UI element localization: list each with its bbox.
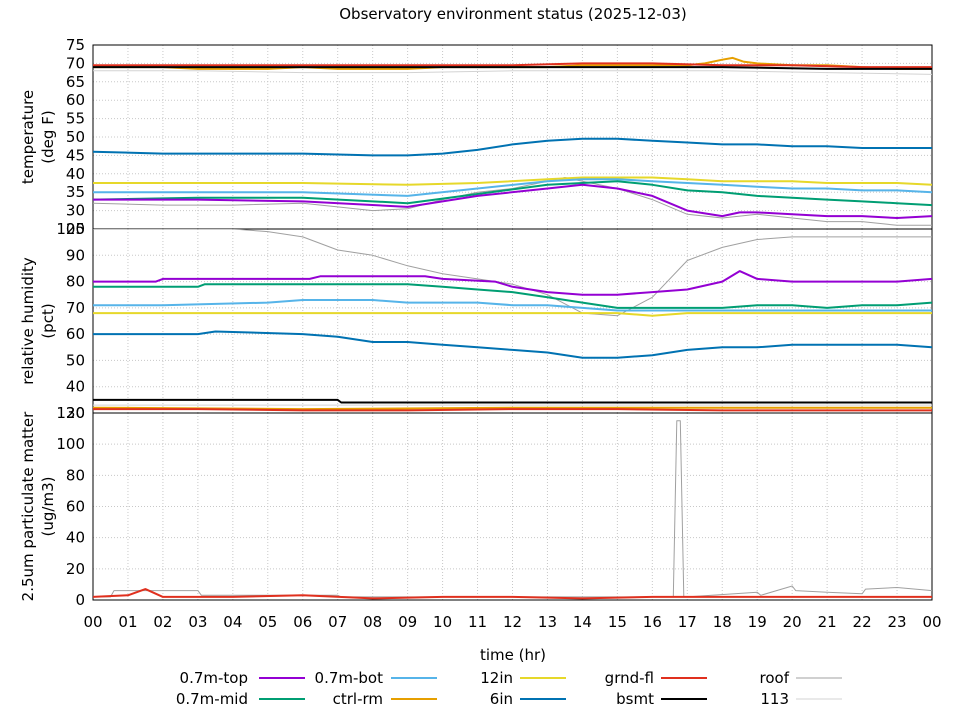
y-tick-label: 60: [66, 498, 85, 516]
series-line-0.7m-top: [93, 270, 932, 296]
series-line-0.7m-mid: [93, 283, 932, 309]
x-tick-label: 12: [503, 613, 522, 631]
x-tick-label: 18: [713, 613, 732, 631]
x-tick-label: 03: [188, 613, 207, 631]
series-line-6in: [93, 330, 932, 359]
x-axis-label: time (hr): [480, 646, 546, 664]
legend-label: bsmt: [616, 690, 654, 708]
series-line-113: [93, 70, 932, 75]
y-tick-label: 75: [66, 36, 85, 54]
y-tick-label: 25: [66, 220, 85, 238]
x-axis-ticks: 00 01 02 03 04 05 06 07 08 09 10 11 12 13 14 15 16 17 18 19…: [83, 613, 941, 631]
legend-label: 12in: [480, 669, 513, 687]
legend-label: 0.7m-bot: [315, 669, 384, 687]
series-line-bsmt: [93, 66, 932, 70]
y-tick-label: 20: [66, 560, 85, 578]
legend-label: 0.7m-top: [180, 669, 248, 687]
y-tick-label: 80: [66, 273, 85, 291]
x-tick-label: 01: [118, 613, 137, 631]
y-tick-label: 100: [56, 220, 85, 238]
y-axis-label: relative humidity (pct): [19, 257, 57, 385]
legend-label: 0.7m-mid: [176, 690, 248, 708]
x-tick-label: 08: [363, 613, 382, 631]
y-tick-label: 45: [66, 146, 85, 164]
legend-label: roof: [760, 669, 790, 687]
x-tick-label: 05: [258, 613, 277, 631]
x-tick-label: 13: [538, 613, 557, 631]
y-tick-label: 40: [66, 529, 85, 547]
series-line-grnd-fl: [93, 408, 932, 412]
x-tick-label: 10: [433, 613, 452, 631]
series-line-roof: [93, 420, 932, 598]
y-tick-label: 65: [66, 73, 85, 91]
y-tick-label: 50: [66, 351, 85, 369]
series-group: [93, 420, 932, 600]
series-line-grnd-fl: [93, 62, 932, 69]
series-line-0.7m-top: [93, 183, 932, 219]
series-line-0.7m-mid: [93, 180, 932, 207]
y-tick-label: 60: [66, 91, 85, 109]
x-tick-label: 15: [608, 613, 627, 631]
legend-label: 113: [760, 690, 789, 708]
panel-1: 30 40 50 60 70 80 90 100 relative humidity (pct): [19, 220, 933, 422]
x-tick-label: 02: [153, 613, 172, 631]
series-line-0.7m-bot: [93, 299, 932, 312]
x-tick-label: 00: [922, 613, 941, 631]
y-tick-label: 100: [56, 435, 85, 453]
x-tick-label: 19: [748, 613, 767, 631]
x-tick-label: 23: [887, 613, 906, 631]
x-tick-label: 07: [328, 613, 347, 631]
series-line-6in: [93, 137, 932, 157]
x-tick-label: 17: [678, 613, 697, 631]
y-axis-label: 2.5um particulate matter (ug/m3): [19, 411, 57, 601]
y-tick-label: 30: [66, 404, 85, 422]
y-tick-label: 55: [66, 110, 85, 128]
y-tick-label: 60: [66, 325, 85, 343]
series-line-0.7m-bot: [93, 178, 932, 197]
y-tick-label: 50: [66, 128, 85, 146]
y-tick-label: 40: [66, 165, 85, 183]
y-tick-label: 120: [56, 404, 85, 422]
chart-legend: 0.7m-top 0.7m-bot 12in grnd-fl roof 0.7m-mid c…: [176, 669, 842, 708]
series-line-grnd-fl: [93, 588, 932, 600]
x-tick-label: 11: [468, 613, 487, 631]
y-axis-label: temperature (deg F): [19, 90, 57, 184]
series-group: [93, 56, 932, 226]
y-tick-label: 40: [66, 378, 85, 396]
x-tick-label: 21: [818, 613, 837, 631]
y-tick-label: 35: [66, 183, 85, 201]
y-tick-label: 90: [66, 246, 85, 264]
legend-label: ctrl-rm: [333, 690, 383, 708]
x-tick-label: 14: [573, 613, 592, 631]
legend-label: grnd-fl: [605, 669, 654, 687]
series-line-bsmt: [93, 398, 932, 404]
panel-frame: [92, 412, 933, 601]
y-tick-label: 80: [66, 466, 85, 484]
chart-title: Observatory environment status (2025-12-…: [339, 5, 687, 23]
series-group: [93, 229, 932, 412]
x-tick-label: 20: [783, 613, 802, 631]
x-tick-label: 09: [398, 613, 417, 631]
series-line-12in: [93, 312, 932, 317]
x-tick-label: 06: [293, 613, 312, 631]
y-tick-label: 70: [66, 54, 85, 72]
y-tick-label: 0: [75, 591, 85, 609]
series-line-12in: [93, 176, 932, 186]
y-tick-label: 30: [66, 202, 85, 220]
x-tick-label: 00: [83, 613, 102, 631]
x-tick-label: 16: [643, 613, 662, 631]
x-tick-label: 04: [223, 613, 242, 631]
series-line-roof: [93, 229, 932, 317]
legend-label: 6in: [490, 690, 513, 708]
y-tick-label: 70: [66, 299, 85, 317]
x-tick-label: 22: [853, 613, 872, 631]
